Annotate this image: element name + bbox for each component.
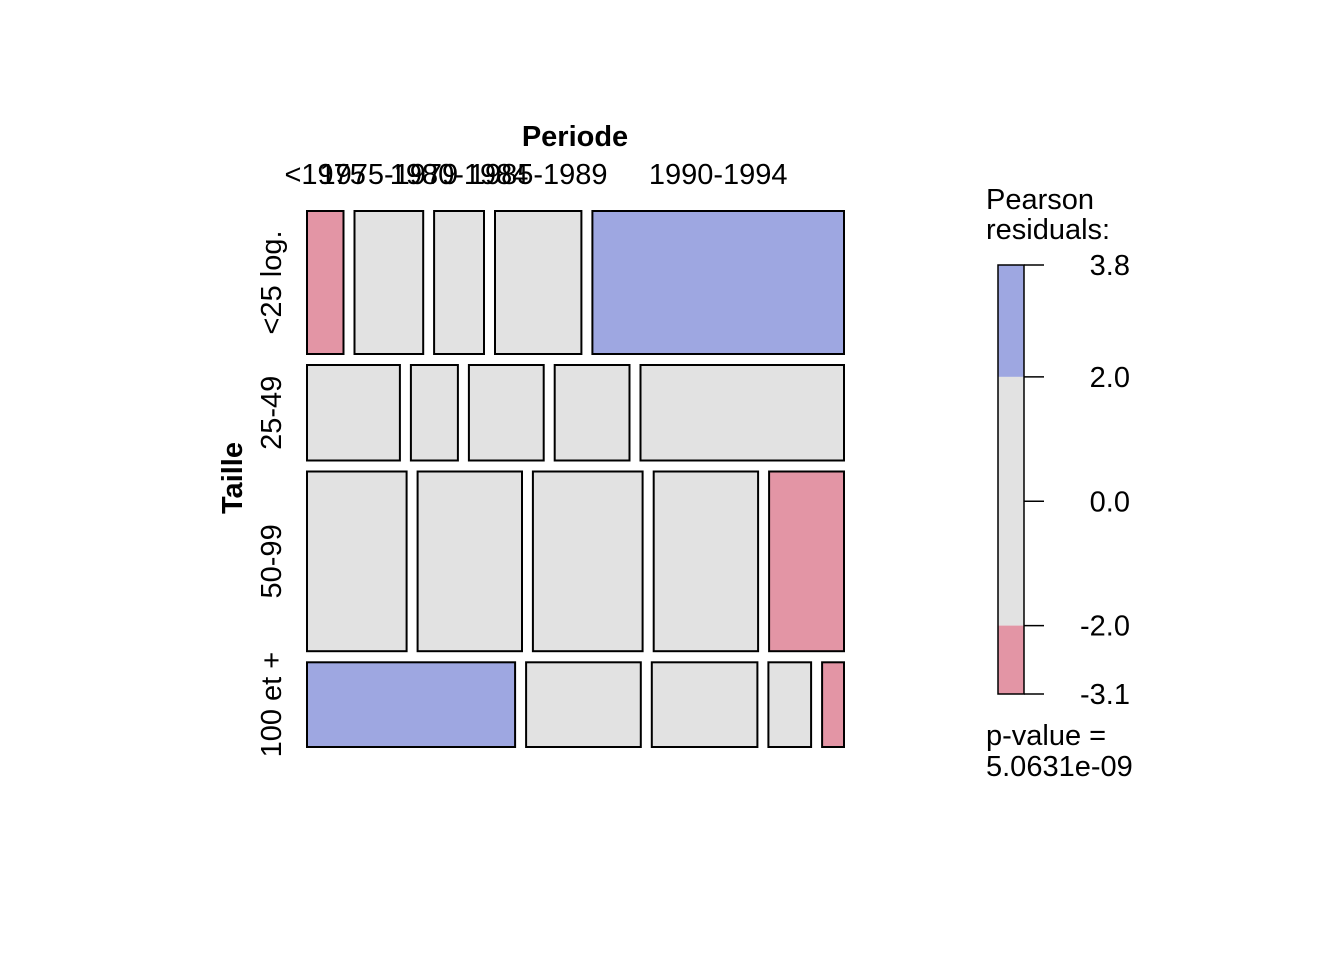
x-tick-label: 1980-1984 [390,159,529,191]
y-axis-title: Taille [217,442,249,514]
x-tick-label: <1975 [284,159,365,191]
x-tick-label: 1975-1979 [319,159,458,191]
x-tick-label: 1985-1989 [469,159,608,191]
mosaic-tile-r2-c3 [652,470,760,653]
mosaic-tile-r3-c4 [821,661,845,748]
mosaic-tile-r0-c4 [591,210,846,355]
legend-tick-label: 2.0 [1090,362,1130,394]
mosaic-tile-r2-c0 [306,470,408,653]
legend-title-line1: Pearson [986,184,1094,216]
mosaic-tile-r3-c3 [767,661,813,748]
mosaic-tile-r2-c2 [531,470,644,653]
p-value: 5.0631e-09 [986,751,1133,783]
y-tick-label: <25 log. [256,230,288,334]
x-tick-label: 1990-1994 [649,159,788,191]
mosaic-tile-r0-c2 [433,210,486,355]
mosaic-tile-r1-c3 [553,364,631,462]
legend: Pearson residuals: 3.8 2.0 0.0 -2.0 -3.1 p-v… [986,184,1133,783]
mosaic-tile-r1-c2 [467,364,545,462]
legend-tick-label: 3.8 [1090,250,1130,282]
mosaic-tile-r1-c4 [639,364,845,462]
mosaic-tile-r3-c1 [525,661,642,748]
mosaic-tile-r0-c3 [494,210,583,355]
mosaic-tile-r3-c2 [650,661,759,748]
mosaic-tile-r2-c4 [768,470,845,653]
mosaic-tile-r0-c0 [306,210,345,355]
y-tick-label: 25-49 [256,376,288,450]
y-tick-label: 100 et + [256,652,288,758]
legend-tick-label: -2.0 [1080,611,1130,643]
legend-segment-negative [998,625,1024,694]
mosaic-tile-r1-c1 [409,364,459,462]
legend-segment-positive [998,265,1024,377]
y-tick-labels: <25 log. 25-49 50-99 100 et + [256,230,288,757]
p-value-label: p-value = [986,720,1106,752]
mosaic-tiles [306,210,846,748]
legend-tick-label: 0.0 [1090,486,1130,518]
y-tick-label: 50-99 [256,524,288,598]
legend-tick-label: -3.1 [1080,679,1130,711]
x-axis-title: Periode [522,121,628,153]
mosaic-tile-r3-c0 [306,661,517,748]
legend-segment-neutral [998,376,1024,626]
mosaic-tile-r2-c1 [416,470,524,653]
legend-ticks: 3.8 2.0 0.0 -2.0 -3.1 [1024,250,1130,711]
mosaic-tile-r1-c0 [306,364,401,462]
legend-bar-outline [997,264,1025,695]
legend-title-line2: residuals: [986,214,1110,246]
mosaic-tile-r0-c1 [353,210,425,355]
legend-color-bar [997,264,1025,695]
